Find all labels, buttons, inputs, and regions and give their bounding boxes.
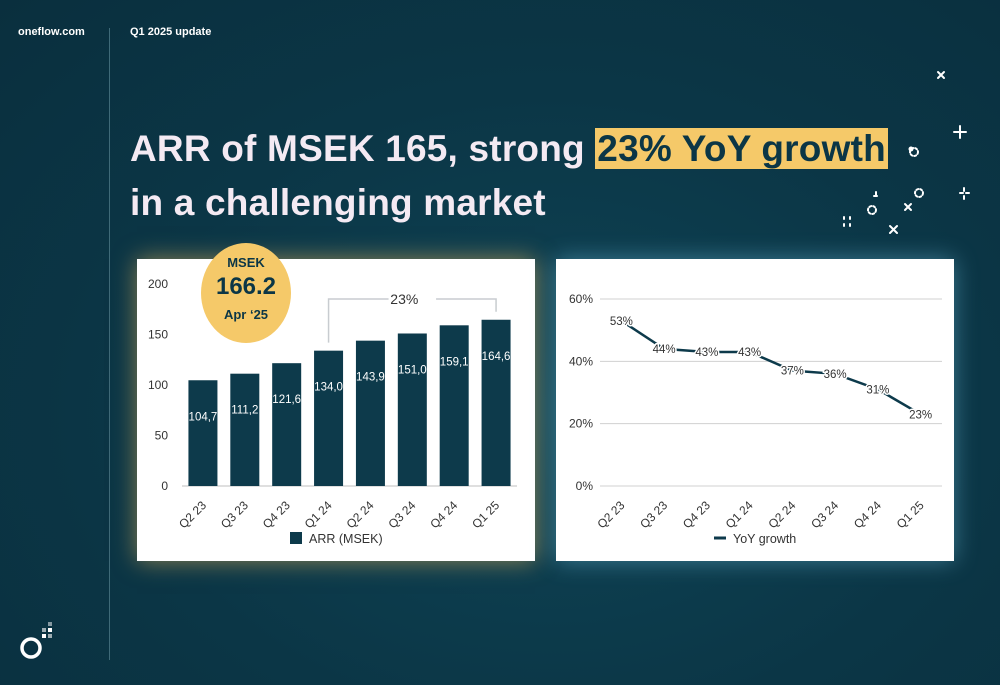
oneflow-logo-icon [20,622,52,659]
title-part-2: in a challenging market [130,182,546,223]
x-tick-label: Q3 23 [637,498,670,531]
document-label: Q1 2025 update [130,26,212,38]
title-part-1: ARR of MSEK 165, strong [130,128,596,169]
x-tick-label: Q3 23 [218,498,251,531]
divider-line [109,28,110,660]
y-tick-label: 0% [576,479,594,493]
y-tick-label: 0 [161,479,168,493]
arr-bar-chart: 0 50 100 150 200 104,7 Q2 23 111,2 Q3 23 121,6 Q4 … [148,277,517,546]
bar [230,373,260,486]
point-value-label: 37% [781,366,804,378]
growth-annotation: 23% [390,291,418,307]
x-tick-label: Q2 23 [176,498,209,531]
y-tick-label: 60% [569,292,593,306]
bar-value-label: 159,1 [440,356,469,368]
legend-swatch [290,532,302,544]
x-tick-label: Q1 25 [469,498,502,531]
x-tick-label: Q1 24 [723,498,756,531]
point-value-label: 44% [653,344,676,356]
badge-date: Apr ‘25 [223,307,269,322]
y-tick-label: 200 [148,277,168,291]
y-tick-label: 50 [155,429,169,443]
legend-label: ARR (MSEK) [309,532,383,546]
brand-name: oneflow.com [18,26,85,38]
point-value-label: 43% [738,347,761,359]
bar [314,350,344,486]
bar-value-label: 104,7 [189,411,218,423]
bar-value-label: 134,0 [314,382,343,394]
point-value-label: 23% [909,409,932,421]
y-tick-label: 40% [569,354,593,368]
yoy-growth-line [620,319,922,416]
y-tick-label: 100 [148,378,168,392]
bar [188,380,218,486]
bar-value-label: 121,6 [272,394,301,406]
x-tick-label: Q4 23 [680,498,713,531]
x-tick-label: Q4 23 [260,498,293,531]
point-value-label: 43% [695,347,718,359]
bar [481,319,511,486]
x-tick-label: Q2 24 [344,498,377,531]
x-tick-label: Q2 24 [765,498,798,531]
bar [272,363,302,486]
growth-bracket-left [327,298,389,343]
bar [397,333,427,486]
bar [439,325,469,486]
bar-value-label: 151,0 [398,364,427,376]
bar-value-label: 164,6 [482,351,511,363]
badge-unit: MSEK [227,255,265,270]
title-highlight: 23% YoY growth [595,128,888,169]
y-tick-label: 150 [148,328,168,342]
point-value-label: 53% [610,316,633,328]
arr-chart-panel: 0 50 100 150 200 104,7 Q2 23 111,2 Q3 23 121,6 Q4 … [137,259,535,561]
sparkle-decoration-icon [830,60,1000,250]
point-value-label: 31% [866,384,889,396]
arr-badge: MSEK 166.2 Apr ‘25 [201,243,291,343]
badge-value: 166.2 [215,273,277,300]
x-tick-label: Q3 24 [808,498,841,531]
point-value-label: 36% [824,369,847,381]
x-tick-label: Q2 23 [594,498,627,531]
bar [355,340,385,486]
yoy-line-chart: 0% 20% 40% 60% 53% Q2 23 44% Q3 23 43% Q4 23 43% Q1… [569,292,942,546]
x-tick-label: Q4 24 [851,498,884,531]
x-tick-label: Q3 24 [385,498,418,531]
x-tick-label: Q1 24 [302,498,335,531]
bar-value-label: 111,2 [231,405,258,417]
legend-label: YoY growth [733,532,796,546]
x-tick-label: Q1 25 [894,498,927,531]
bar-value-label: 143,9 [356,372,385,384]
x-tick-label: Q4 24 [427,498,460,531]
y-tick-label: 20% [569,417,593,431]
growth-bracket-right [436,298,497,312]
yoy-chart-panel: 0% 20% 40% 60% 53% Q2 23 44% Q3 23 43% Q4 23 43% Q1… [556,259,954,561]
page-title: ARR of MSEK 165, strong 23% YoY growth i… [130,122,890,230]
